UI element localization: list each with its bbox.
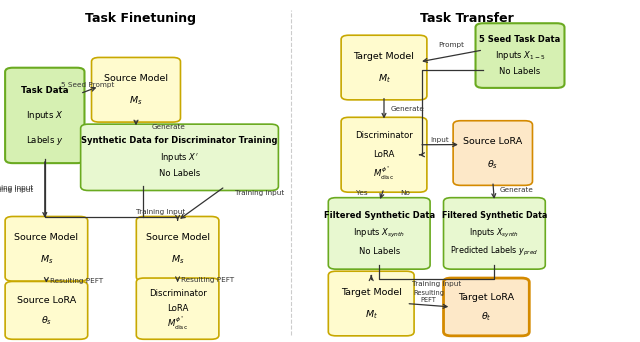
Text: Source Model: Source Model	[146, 233, 210, 242]
Text: Discriminator: Discriminator	[355, 131, 413, 140]
Text: $M_s$: $M_s$	[171, 254, 184, 266]
Text: Predicted Labels $y_{pred}$: Predicted Labels $y_{pred}$	[450, 245, 539, 258]
Text: Filtered Synthetic Data: Filtered Synthetic Data	[324, 211, 435, 220]
FancyBboxPatch shape	[328, 198, 430, 269]
Text: $M_t$: $M_t$	[378, 73, 390, 85]
Text: Labels $y$: Labels $y$	[26, 134, 63, 147]
Text: Inputs $X_{synth}$: Inputs $X_{synth}$	[353, 227, 405, 240]
Text: Task Data: Task Data	[21, 86, 68, 95]
Text: Source LoRA: Source LoRA	[463, 137, 522, 146]
Text: Synthetic Data for Discriminator Training: Synthetic Data for Discriminator Trainin…	[81, 136, 278, 145]
FancyBboxPatch shape	[453, 121, 532, 185]
FancyBboxPatch shape	[81, 124, 278, 190]
Text: Generate: Generate	[152, 123, 186, 130]
Text: $M_{\mathrm{disc}}^{\phi^*}$: $M_{\mathrm{disc}}^{\phi^*}$	[167, 315, 188, 332]
Text: Inputs $X_{1-5}$: Inputs $X_{1-5}$	[495, 49, 545, 62]
FancyBboxPatch shape	[92, 57, 180, 122]
Text: Resulting PEFT: Resulting PEFT	[181, 277, 234, 282]
FancyBboxPatch shape	[328, 271, 414, 336]
Text: Resulting
PEFT: Resulting PEFT	[413, 290, 444, 303]
FancyBboxPatch shape	[444, 278, 529, 336]
Text: Inputs $X'$: Inputs $X'$	[160, 151, 199, 164]
Text: Filtered Synthetic Data: Filtered Synthetic Data	[442, 211, 547, 220]
Text: Target Model: Target Model	[353, 52, 415, 61]
Text: No Labels: No Labels	[499, 67, 541, 76]
FancyBboxPatch shape	[341, 117, 427, 192]
FancyBboxPatch shape	[136, 278, 219, 339]
Text: Yes: Yes	[356, 190, 368, 196]
Text: $\theta_s$: $\theta_s$	[41, 314, 52, 327]
Text: Training Input: Training Input	[0, 187, 33, 193]
Text: $M_s$: $M_s$	[129, 95, 143, 107]
Text: $\theta_s$: $\theta_s$	[487, 158, 499, 171]
FancyBboxPatch shape	[5, 281, 88, 339]
Text: No Labels: No Labels	[159, 169, 200, 179]
Text: Source LoRA: Source LoRA	[17, 296, 76, 305]
FancyBboxPatch shape	[476, 23, 564, 88]
Text: Target LoRA: Target LoRA	[458, 292, 515, 302]
Text: 5 Seed Task Data: 5 Seed Task Data	[479, 35, 561, 44]
Text: Training Input: Training Input	[136, 209, 185, 215]
Text: No: No	[400, 190, 410, 196]
Text: Task Finetuning: Task Finetuning	[85, 12, 196, 25]
Text: Resulting PEFT: Resulting PEFT	[50, 278, 103, 284]
Text: Source Model: Source Model	[104, 74, 168, 83]
Text: No Labels: No Labels	[358, 247, 400, 256]
Text: Training Input: Training Input	[412, 281, 461, 287]
Text: Discriminator: Discriminator	[148, 289, 207, 298]
Text: Task Transfer: Task Transfer	[420, 12, 514, 25]
Text: Training Input: Training Input	[235, 190, 284, 196]
Text: $\theta_t$: $\theta_t$	[481, 311, 492, 323]
Text: Source Model: Source Model	[14, 233, 79, 242]
Text: Inputs $X_{synth}$: Inputs $X_{synth}$	[469, 227, 520, 240]
Text: Generate: Generate	[390, 106, 424, 111]
Text: Inputs $X$: Inputs $X$	[26, 109, 63, 122]
FancyBboxPatch shape	[341, 35, 427, 100]
Text: Generate: Generate	[499, 187, 533, 193]
Text: Training Input: Training Input	[0, 185, 33, 191]
FancyBboxPatch shape	[5, 216, 88, 281]
FancyBboxPatch shape	[5, 68, 84, 163]
Text: Target Model: Target Model	[340, 288, 402, 297]
Text: 5 Seed Prompt: 5 Seed Prompt	[61, 82, 115, 88]
Text: LoRA: LoRA	[167, 304, 188, 313]
FancyBboxPatch shape	[136, 216, 219, 281]
Text: Prompt: Prompt	[438, 42, 464, 48]
Text: $M_{\mathrm{disc}}^{\phi^*}$: $M_{\mathrm{disc}}^{\phi^*}$	[374, 165, 394, 182]
FancyBboxPatch shape	[444, 198, 545, 269]
Text: Input: Input	[431, 136, 449, 143]
Text: LoRA: LoRA	[373, 150, 395, 159]
Text: $M_t$: $M_t$	[365, 308, 378, 321]
Text: $M_s$: $M_s$	[40, 254, 53, 266]
